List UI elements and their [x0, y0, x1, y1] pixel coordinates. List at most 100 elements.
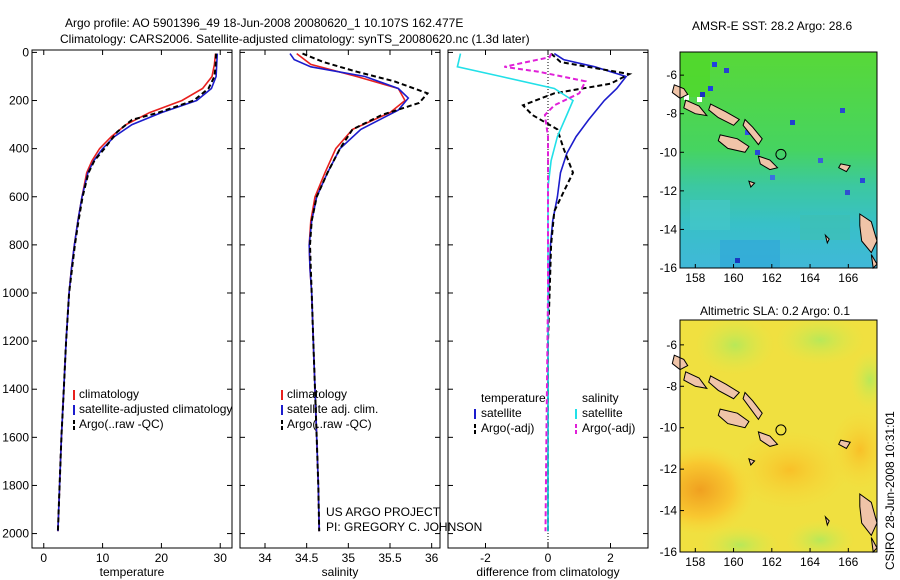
island-coastline — [838, 163, 852, 173]
y-tick-label: 0 — [22, 45, 29, 59]
island-coastline — [859, 213, 878, 254]
x-tick-label: 166 — [838, 555, 858, 569]
y-tick-label: 1000 — [2, 286, 29, 300]
sst-map-title: AMSR-E SST: 28.2 Argo: 28.6 — [692, 19, 852, 33]
y-tick-label: 400 — [9, 142, 29, 156]
sst-pixel — [712, 62, 717, 67]
x-tick-label: 36 — [425, 551, 439, 565]
x-tick-label: 158 — [685, 555, 705, 569]
sst-pixel — [745, 130, 750, 135]
sst-pixel — [735, 258, 740, 263]
sst-map: 158 160 162 164 166 -6 -8 -10 -12 -14 -16 — [660, 51, 878, 285]
island-coastline — [757, 431, 779, 447]
legend-label: Argo(..raw -QC) — [79, 417, 164, 431]
figure-title-line2: Climatology: CARS2006. Satellite-adjuste… — [60, 32, 530, 46]
x-tick-label: 34.5 — [295, 551, 319, 565]
x-tick-label: 160 — [724, 271, 744, 285]
y-tick-label: 1200 — [2, 334, 29, 348]
island-coastline — [717, 134, 750, 153]
y-tick-label: -8 — [666, 379, 677, 393]
y-tick-label: -12 — [660, 184, 678, 198]
y-tick-label: 1800 — [2, 478, 29, 492]
sst-pixel — [840, 108, 845, 113]
legend-title-salinity: salinity — [582, 391, 619, 405]
temperature-profile-panel: 0 10 20 30 0 200 400 600 800 1000 1200 1400 1600 1800… — [2, 45, 233, 579]
sst-pixel — [845, 190, 850, 195]
legend-label: climatology — [79, 387, 139, 401]
salinity-axes-frame — [239, 49, 441, 549]
island-coastline — [708, 103, 741, 126]
x-tick-label: 35.5 — [378, 551, 402, 565]
y-tick-label: 600 — [9, 190, 29, 204]
sst-pixel — [755, 150, 760, 155]
legend-label: Argo(-adj) — [481, 421, 534, 435]
y-tick-label: -16 — [660, 545, 678, 559]
difference-series-temperature-satellite — [547, 52, 628, 532]
island-coastline — [838, 439, 851, 450]
y-tick-label: -16 — [660, 261, 678, 275]
y-tick-label: -10 — [660, 145, 678, 159]
x-tick-label: 164 — [800, 555, 820, 569]
island-coastline — [683, 99, 709, 117]
sst-pixel — [684, 95, 689, 100]
sst-pixel — [860, 178, 865, 183]
x-tick-label: 162 — [762, 271, 782, 285]
y-tick-label: -14 — [660, 504, 678, 518]
legend-label: Argo(..raw -QC) — [287, 417, 372, 431]
island-coastline — [824, 233, 830, 245]
x-tick-label: 35 — [342, 551, 356, 565]
legend-title-temperature: temperature — [481, 391, 546, 405]
sst-pixel — [697, 97, 702, 102]
difference-xlabel: difference from climatology — [476, 565, 619, 579]
sst-pixel — [700, 92, 705, 97]
sla-map-frame — [679, 319, 878, 553]
island-coastline — [717, 408, 750, 429]
y-tick-label: 1400 — [2, 382, 29, 396]
y-tick-label: -6 — [666, 68, 677, 82]
x-tick-label: 2 — [607, 551, 614, 565]
x-tick-label: 164 — [800, 271, 820, 285]
salinity-series-satellite — [289, 53, 410, 532]
island-coastline — [708, 375, 741, 400]
y-tick-label: -8 — [666, 107, 677, 121]
temperature-series-argo — [56, 53, 218, 532]
x-tick-label: 20 — [155, 551, 169, 565]
island-coastline — [748, 180, 756, 188]
y-tick-label: -12 — [660, 462, 678, 476]
legend-label: Argo(-adj) — [582, 421, 635, 435]
x-tick-label: 162 — [762, 555, 782, 569]
y-tick-label: 800 — [9, 238, 29, 252]
temperature-series-satellite — [57, 53, 219, 532]
legend-label: satellite — [481, 406, 522, 420]
y-tick-label: -14 — [660, 222, 678, 236]
x-tick-label: 30 — [214, 551, 228, 565]
legend-label: satellite-adjusted climatology — [79, 402, 232, 416]
argo-position-marker — [775, 424, 787, 436]
island-coastline — [824, 515, 830, 527]
pi-credit: PI: GREGORY C. JOHNSON — [326, 520, 482, 534]
sst-pixel — [708, 86, 713, 91]
y-tick-label: 2000 — [2, 527, 29, 541]
sst-pixel — [724, 68, 729, 73]
x-tick-label: 10 — [96, 551, 110, 565]
island-coastline — [870, 537, 878, 554]
x-tick-label: 0 — [40, 551, 47, 565]
island-coastline — [757, 155, 779, 171]
sst-map-frame — [679, 51, 878, 269]
island-coastline — [742, 118, 763, 146]
difference-series-salinity-satellite — [456, 53, 575, 532]
island-coastline — [683, 371, 708, 390]
island-coastline — [870, 254, 878, 270]
figure-title-line1: Argo profile: AO 5901396_49 18-Jun-2008 … — [65, 16, 463, 30]
y-tick-label: 200 — [9, 94, 29, 108]
difference-series-salinity-argo — [504, 53, 587, 532]
project-credit: US ARGO PROJECT — [326, 505, 441, 519]
legend-label: satellite — [582, 406, 623, 420]
sst-pixel — [770, 175, 775, 180]
salinity-xlabel: salinity — [322, 565, 359, 579]
x-tick-label: -2 — [480, 551, 491, 565]
x-tick-label: 0 — [545, 551, 552, 565]
island-coastline — [859, 493, 878, 537]
x-tick-label: 34 — [258, 551, 272, 565]
